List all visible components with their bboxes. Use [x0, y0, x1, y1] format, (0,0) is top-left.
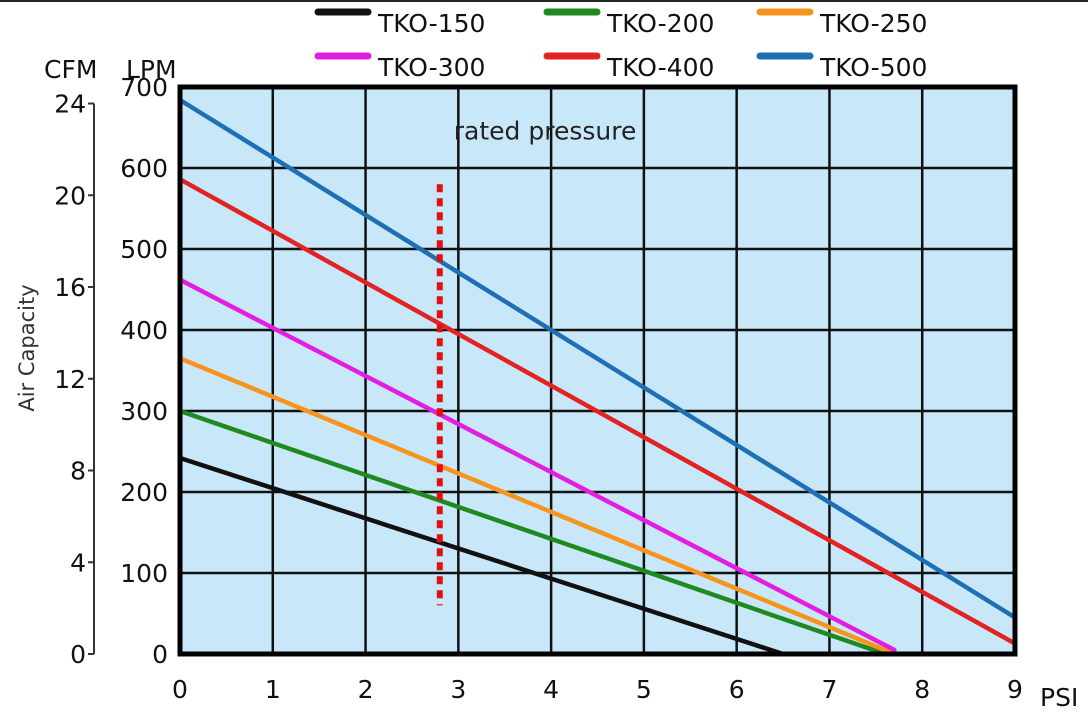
y-tick-label: 700	[120, 73, 168, 102]
x-tick-label: 2	[358, 675, 374, 704]
cfm-axis: 0 4 8 12 16 20 24	[54, 90, 95, 669]
cfm-tick-label: 20	[54, 181, 86, 210]
y-unit-label: LPM	[126, 55, 177, 84]
series-line-tko-500	[177, 97, 1018, 620]
x-tick-label: 3	[450, 675, 466, 704]
x-tick-label: 0	[172, 675, 188, 704]
cfm-tick-label: 4	[70, 548, 86, 577]
x-tick-label: 5	[636, 675, 652, 704]
plot-area	[180, 87, 1015, 654]
series-line-tko-150	[177, 455, 786, 657]
x-tick-label: 6	[729, 675, 745, 704]
x-tick-label: 4	[543, 675, 559, 704]
y2-unit-label: CFM	[44, 55, 97, 84]
legend-label-tko-400: TKO-400	[606, 53, 714, 82]
series-line-tko-400	[177, 177, 1018, 646]
cfm-tick-label: 16	[54, 273, 86, 302]
series-line-tko-300	[177, 277, 897, 653]
x-tick-label: 1	[265, 675, 281, 704]
x-tick-label: 7	[821, 675, 837, 704]
y-tick-labels: 0 100 200 300 400 500 600 700	[120, 73, 168, 669]
legend-label-tko-250: TKO-250	[819, 9, 927, 38]
series-line-tko-250	[177, 356, 897, 657]
legend-label-tko-300: TKO-300	[377, 53, 485, 82]
cfm-tick-label: 12	[54, 365, 86, 394]
rated-pressure-label: rated pressure	[454, 117, 637, 146]
legend-label-tko-500: TKO-500	[819, 53, 927, 82]
series-line-tko-200	[177, 408, 888, 657]
legend-label-tko-200: TKO-200	[606, 9, 714, 38]
x-unit-label: PSI	[1040, 683, 1078, 712]
legend-label-tko-150: TKO-150	[377, 9, 485, 38]
cfm-tick-label: 8	[70, 457, 86, 486]
x-tick-label: 8	[914, 675, 930, 704]
y-tick-label: 100	[120, 559, 168, 588]
y-tick-label: 600	[120, 154, 168, 183]
plot-frame	[177, 84, 1018, 657]
y-tick-label: 500	[120, 235, 168, 264]
y-tick-label: 0	[152, 640, 168, 669]
x-tick-label: 9	[1007, 675, 1023, 704]
cfm-tick-label: 0	[70, 640, 86, 669]
y-axis-title: Air Capacity	[15, 284, 39, 411]
cfm-tick-label: 24	[54, 90, 86, 119]
top-border-line	[0, 0, 1088, 2]
y-tick-label: 200	[120, 478, 168, 507]
series-lines	[177, 97, 1018, 657]
legend: TKO-150 TKO-200 TKO-250 TKO-300 TKO-400 TKO-5…	[314, 8, 927, 82]
y-tick-label: 300	[120, 397, 168, 426]
x-tick-labels: 0 1 2 3 4 5 6 7 8 9	[172, 675, 1023, 704]
y-tick-label: 400	[120, 316, 168, 345]
